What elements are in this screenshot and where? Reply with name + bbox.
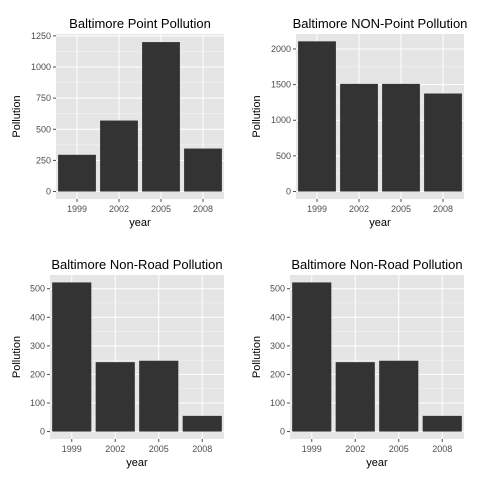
y-tick-label: 750 [36, 93, 51, 103]
x-tick-label: 1999 [62, 444, 82, 454]
bar-2008 [422, 415, 462, 432]
chart-title: Baltimore Non-Road Pollution [291, 257, 462, 272]
y-tick-label: 200 [30, 369, 45, 379]
y-tick-label: 100 [30, 398, 45, 408]
bar-1999 [58, 154, 96, 192]
x-tick-label: 2008 [193, 204, 213, 214]
y-tick-label: 1000 [271, 115, 291, 125]
y-tick-label: 2000 [271, 44, 291, 54]
bar-2008 [184, 148, 222, 192]
x-tick-label: 2002 [105, 444, 125, 454]
y-tick-label: 250 [36, 155, 51, 165]
y-tick-label: 500 [30, 284, 45, 294]
y-tick-label: 1000 [31, 62, 51, 72]
y-tick-label: 0 [40, 427, 45, 437]
bar-2002 [340, 83, 378, 192]
bar-2008 [182, 415, 222, 432]
chart-title: Baltimore Non-Road Pollution [51, 257, 222, 272]
x-tick-label: 1999 [67, 204, 87, 214]
x-axis-title: year [129, 217, 151, 229]
y-tick-label: 1250 [31, 31, 51, 41]
y-tick-label: 1500 [271, 80, 291, 90]
chart-panel-4: 0 100 200 300 400 500 1999 2002 2005 2008 Baltimor… [251, 257, 464, 469]
y-tick-label: 100 [270, 398, 285, 408]
x-tick-label: 2008 [433, 204, 453, 214]
x-tick-label: 2005 [391, 204, 411, 214]
x-axis-title: year [126, 457, 148, 469]
x-tick-label: 2005 [151, 204, 171, 214]
y-tick-label: 500 [270, 284, 285, 294]
y-axis-title: Pollution [11, 336, 23, 378]
x-tick-label: 2002 [109, 204, 129, 214]
x-axis-title: year [366, 457, 388, 469]
bar-2005 [382, 83, 420, 192]
y-tick-label: 0 [280, 427, 285, 437]
x-tick-label: 2002 [349, 204, 369, 214]
chart-title: Baltimore NON-Point Pollution [293, 16, 468, 31]
bar-2005 [142, 42, 180, 192]
x-tick-label: 2008 [432, 444, 452, 454]
y-tick-label: 0 [286, 187, 291, 197]
bar-2002 [335, 362, 375, 432]
y-tick-label: 400 [30, 312, 45, 322]
x-tick-label: 1999 [307, 204, 327, 214]
x-tick-label: 2005 [389, 444, 409, 454]
bar-2005 [379, 360, 419, 432]
bar-2002 [100, 120, 138, 192]
x-tick-label: 2002 [345, 444, 365, 454]
x-tick-label: 2008 [192, 444, 212, 454]
chart-panel-2: 0 500 1000 1500 2000 1999 2002 2005 2008 Baltimor… [251, 16, 467, 229]
x-axis-title: year [369, 217, 391, 229]
x-tick-label: 1999 [302, 444, 322, 454]
chart-title: Baltimore Point Pollution [69, 16, 211, 31]
bar-1999 [292, 282, 332, 432]
y-tick-label: 200 [270, 369, 285, 379]
bar-2005 [139, 360, 179, 432]
y-tick-label: 300 [270, 341, 285, 351]
bar-1999 [52, 282, 92, 432]
bar-1999 [298, 41, 336, 192]
chart-panel-3: 0 100 200 300 400 500 1999 2002 2005 2008 Baltimor… [11, 257, 224, 469]
y-tick-label: 300 [30, 341, 45, 351]
y-tick-label: 500 [36, 124, 51, 134]
y-axis-title: Pollution [251, 336, 263, 378]
y-axis-title: Pollution [251, 95, 263, 137]
chart-panel-1: 0 250 500 750 1000 1250 1999 2002 2005 2008 Baltim… [11, 16, 224, 229]
x-tick-label: 2005 [149, 444, 169, 454]
y-axis-title: Pollution [11, 95, 23, 137]
bar-2002 [95, 362, 135, 432]
y-tick-label: 0 [46, 187, 51, 197]
y-tick-label: 500 [276, 151, 291, 161]
bar-2008 [424, 93, 462, 192]
y-tick-label: 400 [270, 312, 285, 322]
